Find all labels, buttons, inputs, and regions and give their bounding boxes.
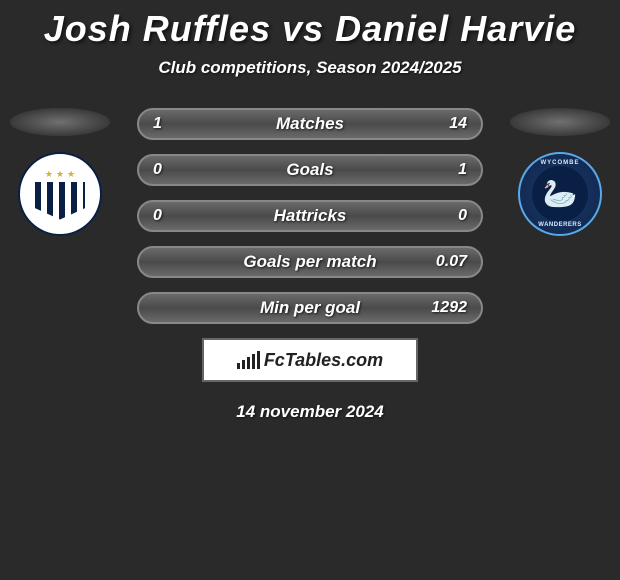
player-left-column: ★★★	[10, 108, 110, 236]
stat-row-hattricks: 0 Hattricks 0	[137, 200, 483, 232]
stat-value-left: 1	[153, 115, 201, 133]
subtitle: Club competitions, Season 2024/2025	[0, 58, 620, 78]
crest-text-top: WYCOMBE	[520, 160, 600, 166]
stat-row-goals-per-match: Goals per match 0.07	[137, 246, 483, 278]
main-area: ★★★ WYCOMBE WANDERERS 🦢 1 Matches	[0, 108, 620, 422]
stat-label: Goals	[201, 160, 419, 180]
crest-text-bottom: WANDERERS	[520, 222, 600, 228]
stat-value-right: 1292	[419, 299, 467, 317]
stat-value-right: 0.07	[419, 253, 467, 271]
club-crest-right: WYCOMBE WANDERERS 🦢	[518, 152, 602, 236]
crest-ring-text: WYCOMBE WANDERERS	[520, 154, 600, 234]
stat-label: Matches	[201, 114, 419, 134]
stat-row-min-per-goal: Min per goal 1292	[137, 292, 483, 324]
page-title: Josh Ruffles vs Daniel Harvie	[0, 8, 620, 50]
stat-label: Min per goal	[201, 298, 419, 318]
date-text: 14 november 2024	[0, 402, 620, 422]
crest-stars-icon: ★★★	[45, 169, 75, 180]
stat-value-left: 0	[153, 207, 201, 225]
comparison-card: Josh Ruffles vs Daniel Harvie Club compe…	[0, 0, 620, 422]
stats-list: 1 Matches 14 0 Goals 1 0 Hattricks 0 Goa…	[137, 108, 483, 324]
platform-ellipse-left	[10, 108, 110, 136]
brand-text: FcTables.com	[264, 350, 383, 371]
brand-box: FcTables.com	[202, 338, 418, 382]
stat-value-right: 1	[419, 161, 467, 179]
bar-chart-icon	[237, 351, 260, 369]
stat-label: Hattricks	[201, 206, 419, 226]
stat-label: Goals per match	[201, 252, 419, 272]
stat-value-right: 0	[419, 207, 467, 225]
club-crest-left: ★★★	[18, 152, 102, 236]
stat-value-left: 0	[153, 161, 201, 179]
stat-value-right: 14	[419, 115, 467, 133]
platform-ellipse-right	[510, 108, 610, 136]
stat-row-goals: 0 Goals 1	[137, 154, 483, 186]
stat-row-matches: 1 Matches 14	[137, 108, 483, 140]
player-right-column: WYCOMBE WANDERERS 🦢	[510, 108, 610, 236]
crest-stripes-icon	[35, 182, 85, 220]
